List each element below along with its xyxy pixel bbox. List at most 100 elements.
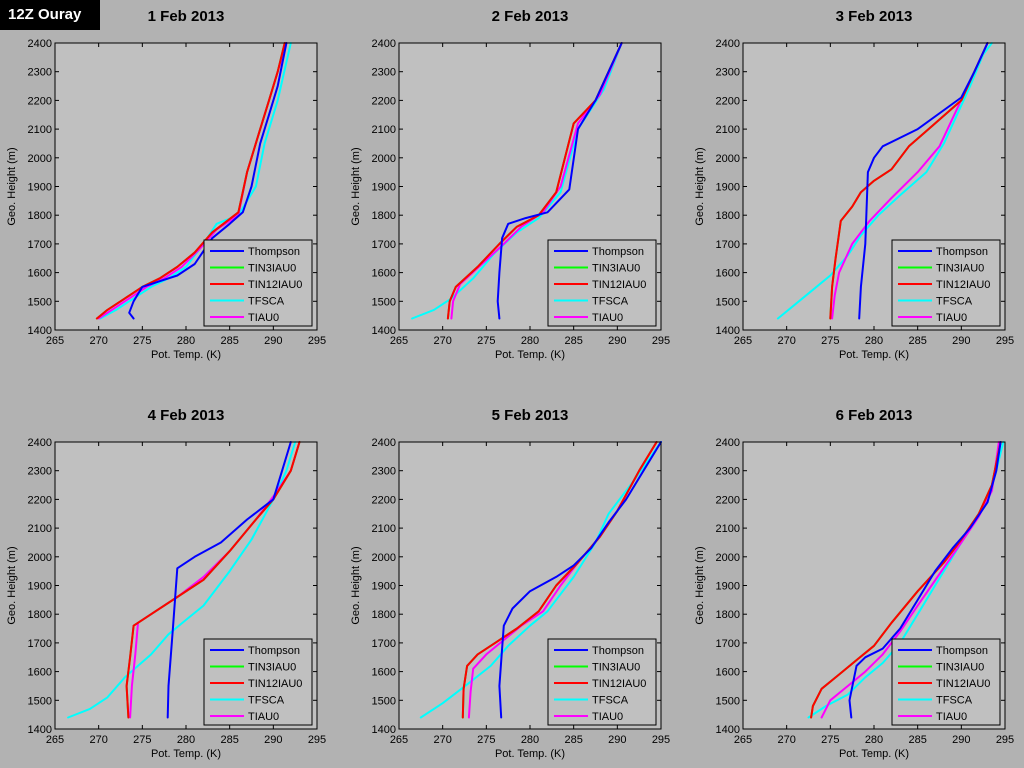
y-tick-label: 1900 bbox=[372, 581, 396, 593]
y-tick-label: 1700 bbox=[372, 239, 396, 251]
x-axis-label: Pot. Temp. (K) bbox=[495, 349, 565, 361]
chart-title: 2 Feb 2013 bbox=[492, 8, 569, 25]
x-tick-label: 295 bbox=[308, 734, 326, 746]
x-tick-label: 295 bbox=[652, 335, 670, 347]
plot-frame bbox=[54, 441, 318, 730]
x-tick-label: 295 bbox=[652, 734, 670, 746]
y-tick-label: 2200 bbox=[28, 494, 52, 506]
legend-label-tin12iau0: TIN12IAU0 bbox=[936, 279, 990, 291]
y-axis-label: Geo. Height (m) bbox=[350, 147, 362, 225]
y-tick-label: 1400 bbox=[28, 724, 52, 736]
series-line-thompson bbox=[498, 441, 662, 719]
x-tick-label: 290 bbox=[264, 734, 282, 746]
legend-label-tin3iau0: TIN3IAU0 bbox=[936, 662, 984, 674]
y-tick-label: 1500 bbox=[372, 695, 396, 707]
y-tick-label: 2300 bbox=[372, 67, 396, 79]
y-tick-label: 1900 bbox=[372, 182, 396, 194]
chart-panel-5: 5 Feb 2013 265 270 275 280 285 290 295 1400 1500 1… bbox=[350, 407, 670, 760]
y-tick-label: 2200 bbox=[28, 95, 52, 107]
x-tick-label: 290 bbox=[264, 335, 282, 347]
x-tick-label: 290 bbox=[608, 335, 626, 347]
x-tick-label: 265 bbox=[390, 734, 408, 746]
y-tick-label: 2300 bbox=[716, 67, 740, 79]
x-tick-label: 280 bbox=[521, 335, 539, 347]
y-tick-label: 1900 bbox=[28, 182, 52, 194]
y-tick-label: 1500 bbox=[716, 296, 740, 308]
chart-title: 1 Feb 2013 bbox=[148, 8, 225, 25]
legend: Thompson TIN3IAU0 TIN12IAU0 TFSCA TIAU0 bbox=[891, 239, 1001, 327]
y-tick-label: 2000 bbox=[28, 552, 52, 564]
legend-label-tin12iau0: TIN12IAU0 bbox=[592, 279, 646, 291]
y-tick-label: 2100 bbox=[716, 124, 740, 136]
series-line-tin12iau0 bbox=[125, 441, 301, 719]
legend-label-tin3iau0: TIN3IAU0 bbox=[936, 263, 984, 275]
y-tick-label: 2100 bbox=[372, 124, 396, 136]
chart-title: 4 Feb 2013 bbox=[148, 407, 225, 424]
x-tick-label: 295 bbox=[308, 335, 326, 347]
y-tick-label: 1800 bbox=[716, 210, 740, 222]
x-tick-label: 275 bbox=[133, 734, 151, 746]
x-tick-label: 275 bbox=[133, 335, 151, 347]
chart-panel-6: 6 Feb 2013 265 270 275 280 285 290 295 1400 1500 1… bbox=[694, 407, 1014, 760]
x-axis-label: Pot. Temp. (K) bbox=[495, 748, 565, 760]
x-tick-label: 270 bbox=[433, 335, 451, 347]
y-tick-label: 2100 bbox=[372, 523, 396, 535]
y-tick-label: 1700 bbox=[28, 239, 52, 251]
y-tick-label: 2300 bbox=[28, 466, 52, 478]
series-line-tfsca bbox=[776, 42, 993, 320]
plot-frame bbox=[54, 42, 318, 331]
chart-title: 3 Feb 2013 bbox=[836, 8, 913, 25]
y-axis-label: Geo. Height (m) bbox=[694, 147, 706, 225]
legend-label-thompson: Thompson bbox=[592, 246, 644, 258]
x-tick-label: 265 bbox=[46, 734, 64, 746]
y-tick-label: 1800 bbox=[28, 609, 52, 621]
legend-label-thompson: Thompson bbox=[248, 645, 300, 657]
x-axis-label: Pot. Temp. (K) bbox=[151, 349, 221, 361]
legend: Thompson TIN3IAU0 TIN12IAU0 TFSCA TIAU0 bbox=[891, 638, 1001, 726]
y-tick-label: 2200 bbox=[716, 494, 740, 506]
y-tick-label: 2100 bbox=[716, 523, 740, 535]
legend-label-tin3iau0: TIN3IAU0 bbox=[592, 662, 640, 674]
x-tick-label: 275 bbox=[821, 335, 839, 347]
chart-title: 5 Feb 2013 bbox=[492, 407, 569, 424]
series-line-tiau0 bbox=[450, 42, 623, 320]
y-tick-label: 1500 bbox=[716, 695, 740, 707]
y-tick-label: 2400 bbox=[716, 437, 740, 449]
page-label: 12Z Ouray bbox=[0, 0, 100, 30]
x-tick-label: 270 bbox=[433, 734, 451, 746]
y-tick-label: 1900 bbox=[716, 581, 740, 593]
y-tick-label: 1400 bbox=[372, 724, 396, 736]
x-tick-label: 275 bbox=[821, 734, 839, 746]
legend-label-tiau0: TIAU0 bbox=[248, 711, 279, 723]
chart-panel-1: 1 Feb 2013 265 270 275 280 285 290 295 1400 1500 1… bbox=[6, 8, 326, 361]
y-tick-label: 2400 bbox=[372, 38, 396, 50]
legend-label-thompson: Thompson bbox=[592, 645, 644, 657]
series-line-tin12iau0 bbox=[95, 42, 286, 320]
plot-frame bbox=[742, 42, 1006, 331]
y-tick-label: 2000 bbox=[372, 552, 396, 564]
y-tick-label: 2100 bbox=[28, 523, 52, 535]
y-tick-label: 2200 bbox=[372, 95, 396, 107]
y-tick-label: 2400 bbox=[28, 437, 52, 449]
y-tick-label: 1400 bbox=[716, 325, 740, 337]
y-tick-label: 1700 bbox=[716, 239, 740, 251]
x-tick-label: 270 bbox=[89, 734, 107, 746]
x-tick-label: 265 bbox=[734, 734, 752, 746]
x-tick-label: 285 bbox=[564, 734, 582, 746]
chart-panel-2: 2 Feb 2013 265 270 275 280 285 290 295 1400 1500 1… bbox=[350, 8, 670, 361]
series-line-thompson bbox=[848, 441, 1002, 719]
y-tick-label: 2300 bbox=[28, 67, 52, 79]
legend-label-tfsca: TFSCA bbox=[592, 695, 629, 707]
y-tick-label: 1800 bbox=[372, 609, 396, 621]
x-axis-label: Pot. Temp. (K) bbox=[839, 748, 909, 760]
x-tick-label: 285 bbox=[908, 335, 926, 347]
legend-label-tin12iau0: TIN12IAU0 bbox=[936, 678, 990, 690]
x-tick-label: 290 bbox=[952, 335, 970, 347]
legend: Thompson TIN3IAU0 TIN12IAU0 TFSCA TIAU0 bbox=[203, 239, 313, 327]
legend-label-thompson: Thompson bbox=[936, 246, 988, 258]
legend-label-tiau0: TIAU0 bbox=[936, 312, 967, 324]
chart-title: 6 Feb 2013 bbox=[836, 407, 913, 424]
legend-label-tin12iau0: TIN12IAU0 bbox=[592, 678, 646, 690]
series-line-thompson bbox=[496, 42, 623, 320]
